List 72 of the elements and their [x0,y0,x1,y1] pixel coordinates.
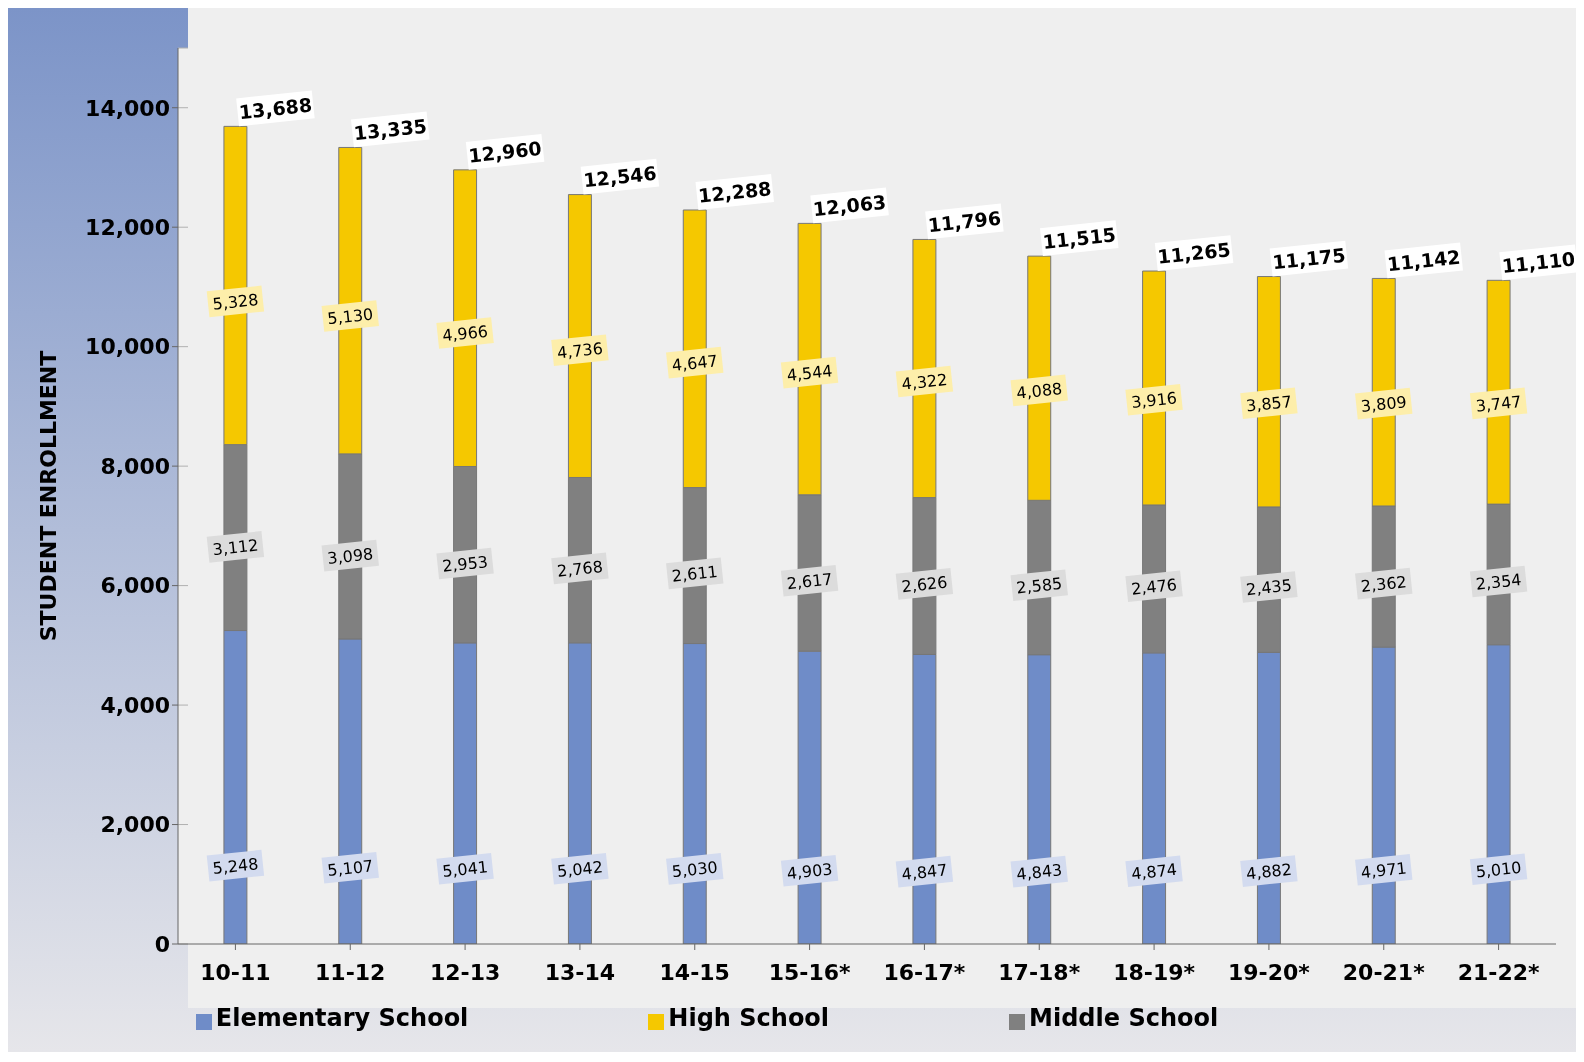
x-tick-label: 15-16* [768,959,852,985]
data-label: 5,248 [211,854,260,878]
data-label: 3,098 [326,544,375,569]
y-tick-label: 6,000 [100,573,170,599]
legend-label: Middle School [1029,1004,1219,1032]
y-tick-label: 4,000 [100,692,170,718]
data-label: 2,617 [785,569,834,594]
data-label: 4,966 [441,321,489,346]
y-tick-label: 10,000 [85,334,170,360]
data-label: 4,647 [671,351,719,376]
x-tick-label: 11-12 [315,959,386,985]
data-label: 4,736 [556,338,604,363]
data-label: 5,030 [671,857,719,882]
y-tick-label: 2,000 [100,812,170,838]
data-label: 3,857 [1245,391,1293,416]
y-tick-label: 14,000 [85,95,170,121]
y-tick-label: 12,000 [85,215,170,241]
data-label: 5,107 [326,856,375,881]
y-axis-title: STUDENT ENROLLMENT [35,350,61,642]
total-label: 12,546 [582,161,658,192]
data-label: 2,768 [556,557,604,581]
data-label: 3,809 [1360,392,1408,416]
data-label: 4,903 [785,859,834,884]
data-label: 2,953 [441,552,489,576]
legend-label: Elementary School [215,1004,469,1032]
data-label: 2,362 [1360,572,1408,596]
x-tick-label: 21-22* [1457,959,1541,985]
x-tick-label: 16-17* [883,959,966,985]
data-label: 2,611 [671,562,719,586]
y-tick-label: 8,000 [100,453,170,479]
data-label: 3,112 [211,535,260,560]
total-label: 11,175 [1271,243,1347,274]
x-tick-label: 17-18* [998,959,1081,985]
total-label: 12,063 [811,190,888,221]
data-label: 4,544 [785,361,834,385]
data-label: 4,843 [1015,860,1064,885]
data-label: 5,010 [1474,857,1523,882]
total-label: 13,335 [352,114,428,145]
total-label: 12,960 [467,137,543,167]
total-label: 11,515 [1041,223,1117,253]
data-label: 5,041 [441,857,489,882]
data-label: 2,476 [1130,574,1178,599]
data-label: 3,747 [1474,392,1523,416]
data-label: 5,042 [556,857,604,882]
data-label: 2,626 [900,572,949,597]
x-tick-label: 10-11 [200,959,271,985]
data-label: 2,585 [1015,573,1064,598]
data-label: 3,916 [1130,388,1178,413]
data-label: 4,088 [1015,379,1064,403]
data-label: 4,847 [900,860,949,884]
data-label: 4,874 [1130,859,1178,884]
total-label: 11,796 [926,206,1003,237]
x-tick-label: 14-15 [659,959,730,985]
y-tick-label: 0 [154,931,170,957]
data-label: 4,882 [1245,859,1293,884]
data-label: 2,354 [1474,570,1523,594]
total-label: 13,688 [237,93,314,124]
data-label: 5,130 [326,304,375,329]
data-label: 5,328 [211,290,260,314]
x-tick-label: 12-13 [429,959,501,985]
total-label: 11,110 [1500,247,1577,278]
legend-label: High School [668,1004,830,1032]
data-label: 4,322 [900,370,949,394]
x-tick-label: 20-21* [1342,959,1426,985]
data-label: 4,971 [1360,858,1408,883]
total-label: 11,265 [1156,238,1232,268]
total-label: 11,142 [1386,245,1462,276]
data-label: 2,435 [1245,575,1293,600]
total-label: 12,288 [697,177,773,207]
x-tick-label: 19-20* [1227,959,1311,985]
x-tick-label: 13-14 [544,959,616,985]
x-tick-label: 18-19* [1113,959,1196,985]
